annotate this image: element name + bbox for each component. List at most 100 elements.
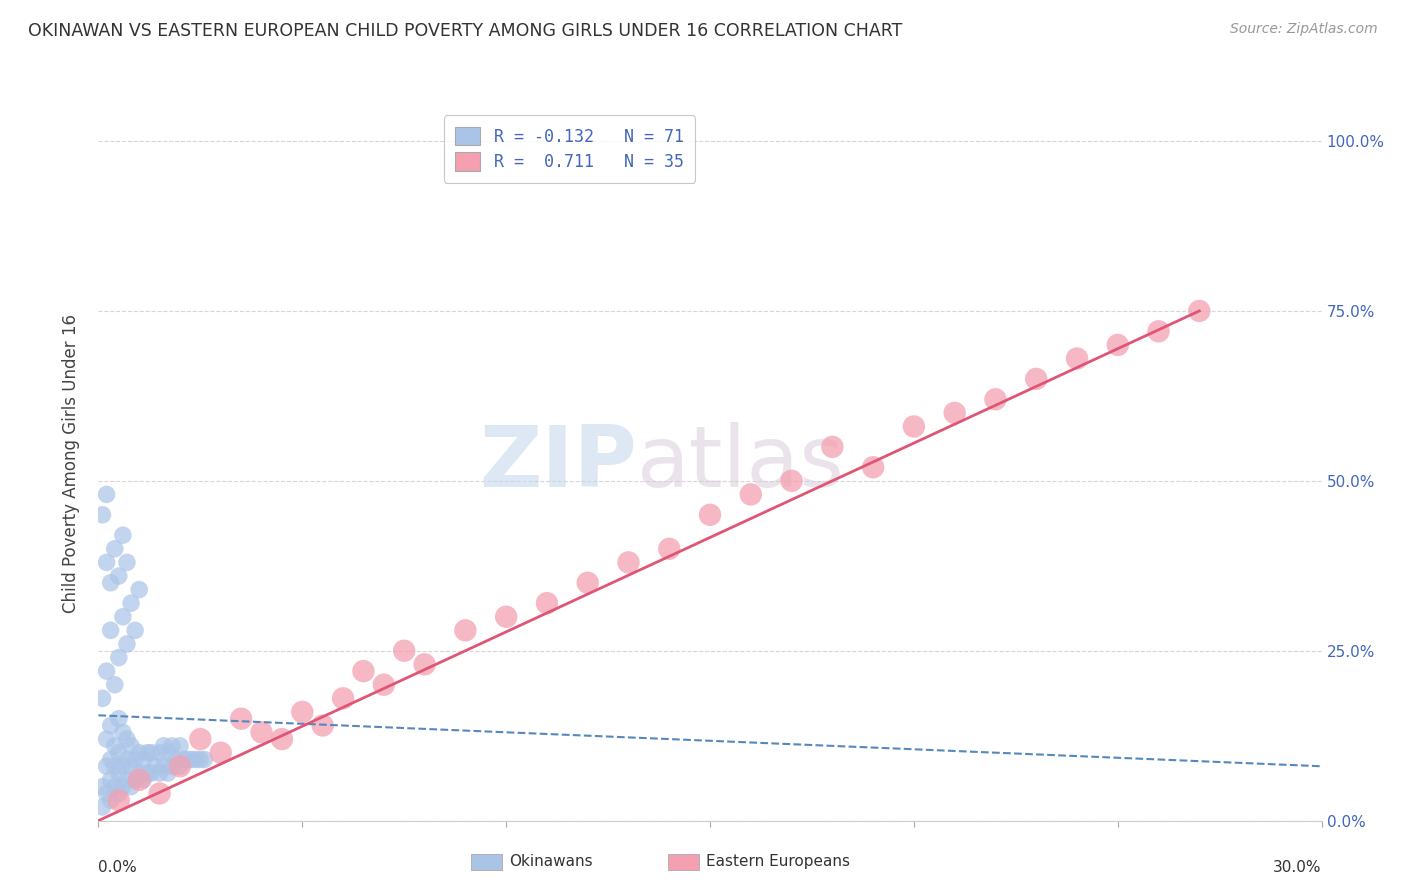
Point: [169, 759, 191, 773]
Text: Okinawans: Okinawans: [509, 855, 592, 869]
Point: [128, 772, 150, 787]
Text: Eastern Europeans: Eastern Europeans: [706, 855, 849, 869]
Point: [188, 732, 212, 747]
Point: [96, 787, 118, 801]
Point: [160, 759, 183, 773]
Point: [120, 739, 142, 753]
Point: [173, 752, 195, 766]
Point: [136, 766, 159, 780]
Point: [141, 766, 163, 780]
Point: [100, 793, 122, 807]
Point: [152, 759, 174, 773]
Point: [132, 752, 155, 766]
Point: [780, 474, 803, 488]
Point: [740, 487, 762, 501]
Point: [108, 746, 131, 760]
Point: [943, 406, 966, 420]
Point: [104, 678, 127, 692]
Point: [1188, 304, 1211, 318]
Point: [108, 793, 131, 807]
Point: [108, 787, 131, 801]
Point: [111, 759, 134, 773]
Point: [160, 739, 183, 753]
Text: ZIP: ZIP: [479, 422, 637, 506]
Legend: R = -0.132   N = 71, R =  0.711   N = 35: R = -0.132 N = 71, R = 0.711 N = 35: [443, 115, 695, 183]
Point: [96, 664, 118, 678]
Text: 30.0%: 30.0%: [1274, 860, 1322, 875]
Point: [100, 575, 122, 590]
Point: [291, 705, 314, 719]
Point: [862, 460, 884, 475]
Point: [373, 678, 395, 692]
Point: [1147, 324, 1170, 338]
Point: [115, 637, 138, 651]
Point: [270, 732, 294, 747]
Point: [115, 752, 138, 766]
Point: [96, 555, 118, 569]
Point: [111, 725, 134, 739]
Point: [124, 624, 146, 638]
Text: atlas: atlas: [637, 422, 845, 506]
Point: [91, 508, 114, 522]
Point: [413, 657, 436, 672]
Point: [128, 746, 150, 760]
Point: [104, 780, 127, 794]
Point: [193, 752, 215, 766]
Point: [536, 596, 558, 610]
Point: [332, 691, 354, 706]
Point: [115, 772, 138, 787]
Point: [177, 752, 200, 766]
Point: [312, 718, 335, 732]
Point: [576, 575, 599, 590]
Point: [108, 650, 131, 665]
Point: [169, 759, 191, 773]
Point: [209, 746, 232, 760]
Point: [495, 609, 517, 624]
Point: [124, 772, 146, 787]
Point: [91, 800, 114, 814]
Point: [128, 766, 150, 780]
Point: [156, 746, 179, 760]
Point: [120, 596, 142, 610]
Point: [132, 772, 155, 787]
Point: [392, 644, 416, 658]
Point: [454, 624, 477, 638]
Point: [699, 508, 721, 522]
Point: [181, 752, 204, 766]
Point: [124, 752, 146, 766]
Point: [91, 691, 114, 706]
Point: [149, 746, 172, 760]
Point: [658, 541, 681, 556]
Point: [115, 732, 138, 747]
Point: [141, 746, 163, 760]
Text: Source: ZipAtlas.com: Source: ZipAtlas.com: [1230, 22, 1378, 37]
Point: [186, 752, 208, 766]
Point: [111, 609, 134, 624]
Point: [145, 759, 167, 773]
Point: [96, 487, 118, 501]
Point: [352, 664, 374, 678]
Point: [136, 746, 159, 760]
Point: [120, 759, 142, 773]
Point: [128, 582, 150, 597]
Point: [111, 528, 134, 542]
Point: [1107, 338, 1129, 352]
Point: [111, 780, 134, 794]
Point: [108, 569, 131, 583]
Y-axis label: Child Poverty Among Girls Under 16: Child Poverty Among Girls Under 16: [62, 314, 80, 614]
Text: OKINAWAN VS EASTERN EUROPEAN CHILD POVERTY AMONG GIRLS UNDER 16 CORRELATION CHAR: OKINAWAN VS EASTERN EUROPEAN CHILD POVER…: [28, 22, 903, 40]
Point: [100, 752, 122, 766]
Point: [100, 772, 122, 787]
Point: [104, 759, 127, 773]
Point: [152, 739, 174, 753]
Point: [156, 766, 179, 780]
Point: [115, 555, 138, 569]
Text: 0.0%: 0.0%: [98, 860, 138, 875]
Point: [617, 555, 640, 569]
Point: [1066, 351, 1088, 366]
Point: [188, 752, 212, 766]
Point: [1025, 372, 1047, 386]
Point: [96, 759, 118, 773]
Point: [108, 712, 131, 726]
Point: [149, 787, 172, 801]
